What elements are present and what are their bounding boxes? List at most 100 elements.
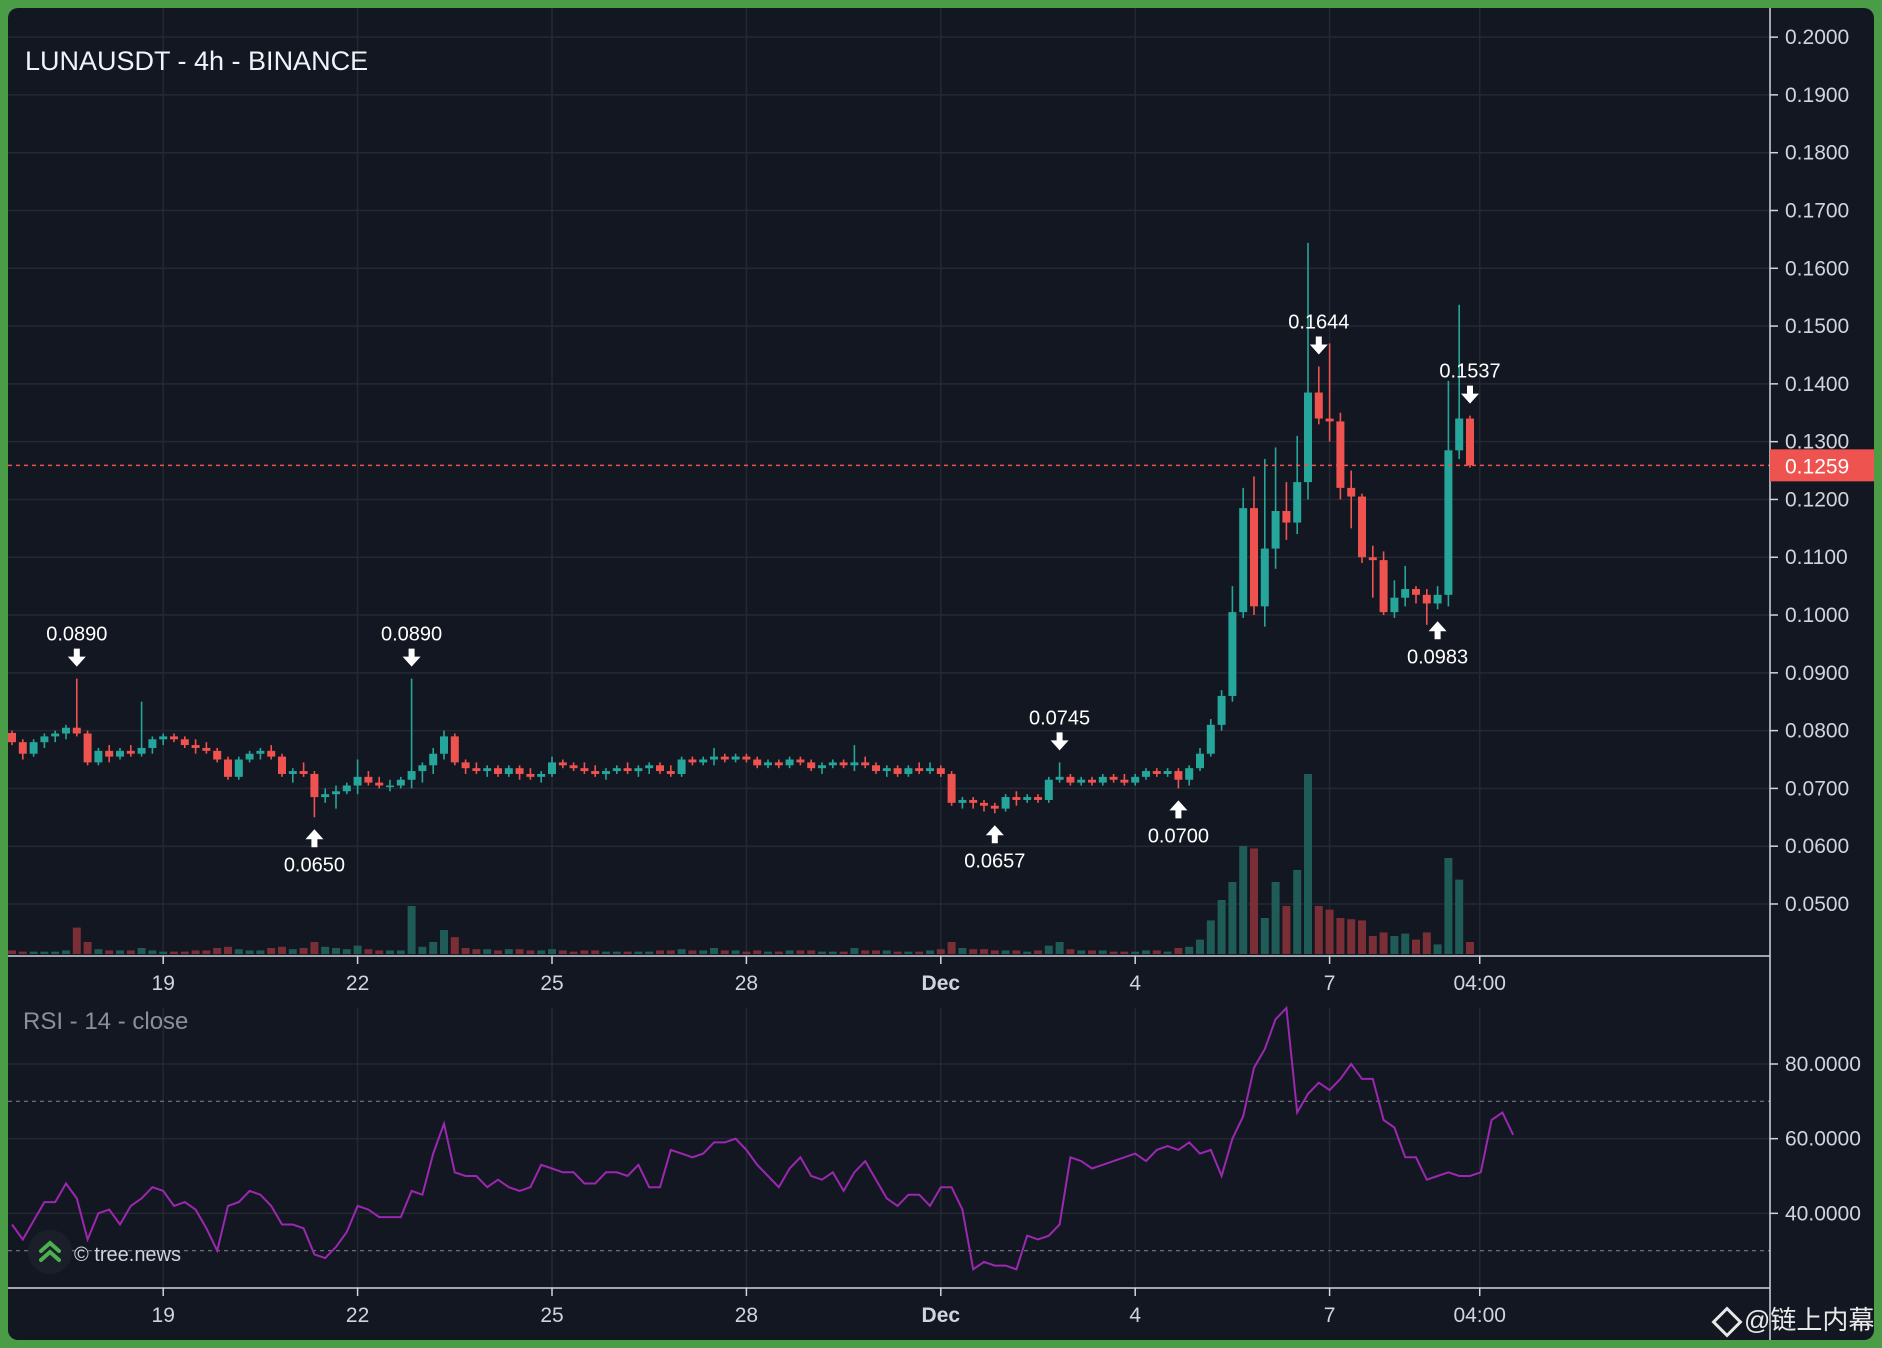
x-tick-label: 25 [540,972,563,995]
candle-body [958,799,967,803]
candle-body [1228,612,1237,696]
candle-body [807,762,816,769]
volume-bar [418,946,427,954]
volume-bar [148,950,157,954]
annotation-label: 0.0657 [964,850,1025,872]
volume-bar [828,951,837,954]
volume-bar [256,950,265,954]
candle-body [440,736,448,754]
candle-body [332,791,340,795]
volume-bar [1239,846,1248,954]
y-tick-label: 0.0700 [1785,777,1849,800]
candle-body [278,756,286,774]
volume-bar [1260,918,1269,954]
candle-body [688,759,697,763]
arrow-up-icon [1428,621,1447,640]
candle-body [591,771,600,774]
candle-body [1217,695,1226,725]
candle-body [796,759,805,763]
annotation-label: 0.0890 [46,624,107,646]
volume-bar [450,937,459,954]
volume-bar [1044,945,1053,954]
volume-bar [882,950,891,954]
candle-body [396,779,405,786]
volume-bar [645,951,654,954]
volume-series [8,774,1474,954]
volume-bar [861,950,870,954]
y-tick-label: 60.0000 [1785,1128,1861,1151]
volume-bar [1055,942,1064,954]
diamond-icon [1711,1306,1743,1338]
watermark-text: @链上内幕 [1744,1305,1875,1335]
volume-bar [634,951,643,954]
annotation-label: 0.1644 [1288,312,1349,334]
candle-body [159,736,168,740]
candle-body [148,739,157,748]
volume-bar [278,946,286,954]
volume-bar [947,942,956,954]
volume-bar [137,948,146,954]
volume-bar [926,950,934,954]
candle-body [213,750,222,760]
volume-bar [1142,950,1150,954]
chart-frame: 0.0890 0.0890 0.0650 0.0657 0.0745 0.0700 0.16… [8,8,1874,1340]
volume-bar [1444,858,1453,954]
volume-bar [1412,939,1420,954]
candle-body [94,750,103,763]
volume-bar [342,949,351,954]
volume-bar [969,949,978,954]
candle-body [116,750,124,757]
x-tick-label: 19 [152,1304,175,1327]
candle-body [774,762,783,766]
volume-bar [515,949,524,954]
candle-body [1088,779,1096,783]
volume-bar [1422,932,1431,954]
volume-bar [310,942,319,954]
volume-bar [321,946,330,954]
candle-body [882,768,891,772]
candle-body [699,759,708,763]
x-tick-label: 22 [346,1304,369,1327]
volume-bar [472,949,481,954]
y-tick-label: 0.0500 [1785,893,1849,916]
x-tick-label: 04:00 [1453,972,1506,995]
candle-body [969,799,978,803]
arrow-down-icon [1461,385,1479,404]
candle-body [1001,797,1010,809]
y-tick-label: 40.0000 [1785,1202,1861,1225]
volume-bar [742,951,751,954]
candle-body [850,762,859,766]
candle-body [915,768,924,772]
tree-news-logo [28,1230,72,1274]
candle-body [666,771,675,774]
arrow-down-icon [67,648,86,667]
volume-bar [656,950,664,954]
volume-bar [591,950,600,954]
chevron-up-icon [39,1240,61,1262]
candle-body [926,768,934,772]
volume-bar [483,949,492,954]
annotations: 0.0890 0.0890 0.0650 0.0657 0.0745 0.0700 0.16… [46,312,1500,877]
volume-bar [774,951,783,954]
candle-body [267,750,276,757]
volume-bar [980,949,988,954]
y-tick-label: 0.1900 [1785,84,1849,107]
candle-body [386,785,394,788]
volume-bar [731,950,740,954]
candle-body [288,771,297,774]
volume-bar [1466,942,1474,954]
y-tick-label: 0.0900 [1785,662,1849,685]
candle-body [828,762,837,766]
volume-bar [1163,951,1172,954]
y-tick-label: 0.1000 [1785,604,1849,627]
volume-bar [1271,882,1280,954]
candle-body [1206,724,1215,754]
candle-body [224,759,232,777]
candle-body [1325,418,1334,422]
volume-bar [850,948,859,954]
candle-body [612,768,621,772]
chart-canvas[interactable]: 0.0890 0.0890 0.0650 0.0657 0.0745 0.0700 0.16… [8,8,1874,1340]
y-tick-label: 0.2000 [1785,26,1849,49]
candle-body [137,747,146,754]
candle-body [1466,418,1474,466]
